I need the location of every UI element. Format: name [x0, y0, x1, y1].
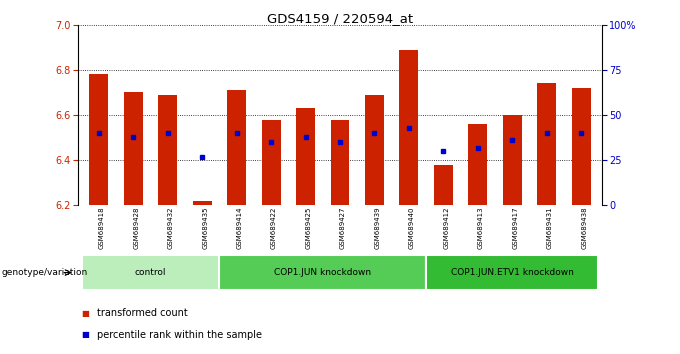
Bar — [330, 120, 350, 205]
Bar — [296, 108, 315, 205]
Text: GSM689435: GSM689435 — [202, 207, 208, 249]
Bar — [426, 255, 598, 290]
Bar — [227, 90, 246, 205]
Text: GSM689431: GSM689431 — [547, 207, 553, 250]
Text: GSM689418: GSM689418 — [99, 207, 105, 250]
Text: GSM689422: GSM689422 — [271, 207, 277, 249]
Text: genotype/variation: genotype/variation — [1, 268, 88, 277]
Text: GSM689439: GSM689439 — [375, 207, 380, 250]
Bar — [82, 255, 220, 290]
Text: GDS4159 / 220594_at: GDS4159 / 220594_at — [267, 12, 413, 25]
Bar — [262, 120, 281, 205]
Bar — [469, 124, 488, 205]
Text: GSM689438: GSM689438 — [581, 207, 587, 250]
Text: ■: ■ — [82, 309, 90, 318]
Bar — [220, 255, 426, 290]
Text: ■: ■ — [82, 330, 90, 339]
Text: control: control — [135, 268, 167, 277]
Text: GSM689432: GSM689432 — [168, 207, 174, 249]
Text: GSM689417: GSM689417 — [512, 207, 518, 250]
Bar — [399, 50, 418, 205]
Text: GSM689412: GSM689412 — [443, 207, 449, 249]
Text: GSM689413: GSM689413 — [478, 207, 483, 250]
Text: percentile rank within the sample: percentile rank within the sample — [97, 330, 262, 339]
Text: transformed count: transformed count — [97, 308, 187, 318]
Text: GSM689414: GSM689414 — [237, 207, 243, 249]
Bar — [572, 88, 591, 205]
Bar — [503, 115, 522, 205]
Bar — [192, 201, 211, 205]
Text: GSM689440: GSM689440 — [409, 207, 415, 249]
Text: GSM689425: GSM689425 — [305, 207, 311, 249]
Text: COP1.JUN.ETV1 knockdown: COP1.JUN.ETV1 knockdown — [451, 268, 574, 277]
Text: COP1.JUN knockdown: COP1.JUN knockdown — [274, 268, 371, 277]
Bar — [365, 95, 384, 205]
Bar — [158, 95, 177, 205]
Text: GSM689427: GSM689427 — [340, 207, 346, 249]
Text: GSM689428: GSM689428 — [133, 207, 139, 249]
Bar — [434, 165, 453, 205]
Bar — [124, 92, 143, 205]
Bar — [537, 84, 556, 205]
Bar — [89, 74, 108, 205]
